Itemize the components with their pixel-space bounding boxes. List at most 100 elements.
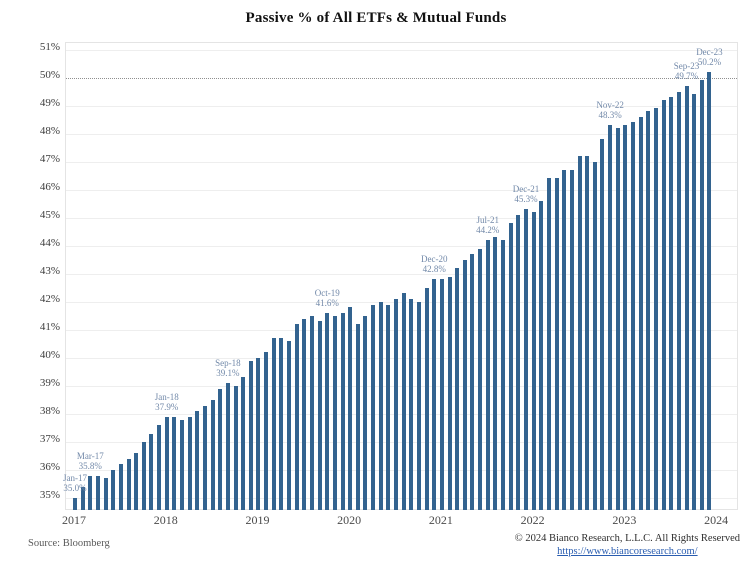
gridline <box>66 329 737 331</box>
y-axis-tick-label: 42% <box>39 292 60 305</box>
bar-Dec-17 <box>157 425 162 510</box>
gridline <box>66 161 737 163</box>
annotation-Jan-17: Jan-17 35.0% <box>63 473 87 493</box>
y-axis-tick-label: 46% <box>39 180 60 193</box>
annotation-Dec-21: Dec-21 45.3% <box>512 184 540 205</box>
y-axis-tick-label: 38% <box>39 404 60 417</box>
y-axis-tick-label: 36% <box>39 460 60 473</box>
bar-Nov-22 <box>608 125 613 510</box>
bar-Jan-21 <box>439 279 444 510</box>
bar-Sep-17 <box>134 453 139 510</box>
bar-Jun-18 <box>202 405 207 510</box>
bar-Jun-19 <box>294 324 299 510</box>
annotation-Jan-18: Jan-18 37.9% <box>154 391 179 412</box>
bar-Nov-21 <box>516 214 521 510</box>
bar-Jan-18 <box>164 416 169 510</box>
bar-Aug-23 <box>676 91 681 510</box>
bar-Feb-21 <box>447 276 452 510</box>
bar-Apr-20 <box>371 304 376 510</box>
bar-Dec-23 <box>707 71 712 510</box>
bar-Feb-18 <box>172 416 177 510</box>
bar-Sep-23 <box>684 85 689 510</box>
bar-May-18 <box>195 411 200 510</box>
reference-line-50pct <box>66 77 737 79</box>
y-axis-tick-label: 40% <box>39 348 60 361</box>
gridline <box>66 273 737 275</box>
bar-Jan-19 <box>256 357 261 510</box>
bar-Nov-19 <box>332 315 337 510</box>
x-axis-tick-label: 2021 <box>428 513 453 527</box>
annotation-Nov-22: Nov-22 48.3% <box>596 100 624 121</box>
y-axis-tick-label: 43% <box>39 264 60 277</box>
bar-Jun-22 <box>569 170 574 510</box>
bar-Jan-20 <box>348 307 353 510</box>
y-axis-tick-label: 35% <box>39 489 60 501</box>
bar-May-19 <box>287 341 292 510</box>
bar-Jul-18 <box>210 399 215 510</box>
annotation-Sep-18: Sep-18 39.1% <box>215 358 241 379</box>
bar-Mar-22 <box>546 178 551 510</box>
bar-Jul-17 <box>118 464 123 510</box>
y-axis-tick-label: 37% <box>39 432 60 445</box>
bar-Jun-17 <box>111 469 116 510</box>
bar-Mar-23 <box>638 116 643 510</box>
bar-Oct-19 <box>325 313 330 510</box>
bar-Aug-17 <box>126 458 131 510</box>
bar-Mar-18 <box>180 419 185 510</box>
gridline <box>66 441 737 443</box>
bar-May-23 <box>653 108 658 510</box>
x-axis-tick-label: 2017 <box>62 513 86 527</box>
gridline <box>66 498 737 499</box>
bar-Mar-17 <box>88 475 93 510</box>
gridline <box>66 357 737 359</box>
bar-Aug-18 <box>218 388 223 510</box>
gridline <box>66 385 737 387</box>
gridline <box>66 469 737 471</box>
bar-Apr-19 <box>279 338 284 510</box>
bar-Apr-21 <box>462 259 467 510</box>
y-axis-tick-label: 41% <box>39 320 60 333</box>
bar-Jan-17 <box>73 498 77 510</box>
y-axis-tick-label: 47% <box>39 152 60 165</box>
bar-Oct-21 <box>508 223 513 510</box>
gridline <box>66 217 737 219</box>
bar-Jun-23 <box>661 99 666 510</box>
gridline <box>66 133 737 135</box>
copyright-label: © 2024 Bianco Research, L.L.C. All Right… <box>514 533 740 544</box>
bar-Feb-23 <box>631 122 635 510</box>
bar-Apr-22 <box>554 178 559 510</box>
bar-Nov-23 <box>699 80 704 510</box>
x-axis-tick-label: 2018 <box>153 513 178 527</box>
bar-May-22 <box>562 170 567 510</box>
bar-Mar-21 <box>455 268 460 510</box>
bar-Feb-20 <box>355 324 360 510</box>
bar-Aug-19 <box>309 315 314 510</box>
bar-Dec-19 <box>340 313 345 510</box>
y-axis-tick-label: 50% <box>39 68 60 81</box>
gridline <box>66 105 737 107</box>
annotation-Sep-23: Sep-23 49.7% <box>673 60 700 81</box>
bar-Feb-22 <box>539 200 544 510</box>
annotation-Dec-20: Dec-20 42.8% <box>421 254 448 275</box>
x-axis-tick-label: 2023 <box>612 513 637 527</box>
bar-Jun-21 <box>478 248 483 510</box>
bar-Mar-19 <box>271 338 276 510</box>
gridline <box>66 49 737 51</box>
annotation-Mar-17: Mar-17 35.8% <box>76 450 104 471</box>
bar-Jan-22 <box>531 212 536 510</box>
bar-Sep-22 <box>592 161 597 510</box>
bar-May-21 <box>470 254 475 510</box>
bar-Sep-20 <box>409 298 414 510</box>
bar-Jan-23 <box>623 125 628 510</box>
bar-Nov-17 <box>149 433 154 510</box>
bar-Oct-22 <box>600 139 605 510</box>
bar-Oct-17 <box>141 441 146 510</box>
bar-Aug-20 <box>401 293 406 510</box>
bar-Jul-21 <box>485 240 490 510</box>
website-link[interactable]: https://www.biancoresearch.com/ <box>557 546 698 557</box>
bar-Jun-20 <box>386 304 391 510</box>
bar-Apr-18 <box>187 416 192 510</box>
bar-Feb-19 <box>264 352 269 510</box>
bar-Mar-20 <box>363 315 368 510</box>
gridline <box>66 189 737 191</box>
